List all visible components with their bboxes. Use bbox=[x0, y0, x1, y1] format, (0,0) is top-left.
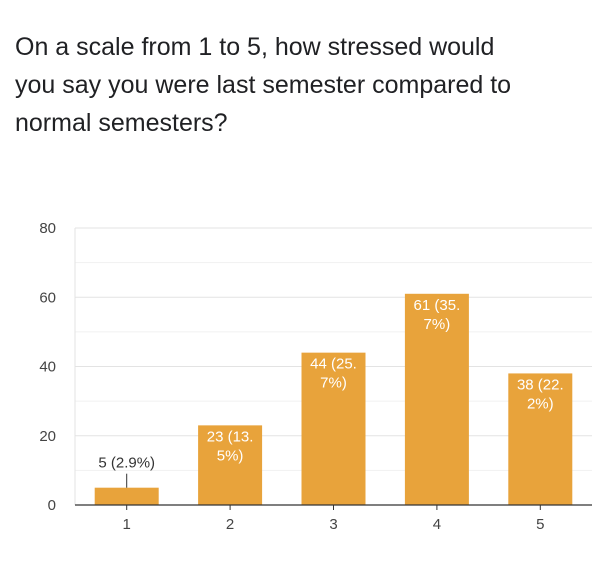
data-label-1: 5 (2.9%) bbox=[98, 455, 155, 472]
x-axis: 1 2 3 4 5 bbox=[75, 504, 592, 533]
bar-4 bbox=[404, 293, 469, 505]
bar-1 bbox=[94, 487, 159, 505]
y-tick-label: 40 bbox=[39, 359, 56, 376]
bars bbox=[94, 293, 573, 505]
data-labels: 5 (2.9%) 23 (13. 5%) 44 (25. 7%) 61 (35. 7%) 38… bbox=[98, 297, 564, 488]
x-tick-label: 3 bbox=[329, 516, 337, 533]
bar-3 bbox=[301, 352, 366, 505]
y-axis: 0 20 40 60 80 bbox=[39, 220, 56, 514]
bar-2 bbox=[198, 425, 263, 505]
data-label-3: 44 (25. 7%) bbox=[310, 356, 357, 392]
y-tick-label: 60 bbox=[39, 289, 56, 306]
question-title: On a scale from 1 to 5, how stressed wou… bbox=[15, 33, 512, 137]
x-tick-label: 1 bbox=[123, 516, 131, 533]
x-tick-label: 5 bbox=[536, 516, 544, 533]
bar-5 bbox=[508, 373, 573, 505]
data-label-2: 23 (13. 5%) bbox=[207, 428, 254, 464]
x-tick-label: 4 bbox=[433, 516, 441, 533]
x-tick-label: 2 bbox=[226, 516, 234, 533]
y-tick-label: 80 bbox=[39, 220, 56, 237]
data-label-4: 61 (35. 7%) bbox=[414, 297, 461, 333]
y-tick-label: 20 bbox=[39, 428, 56, 445]
y-tick-label: 0 bbox=[48, 497, 56, 514]
data-label-5: 38 (22. 2%) bbox=[517, 376, 564, 412]
